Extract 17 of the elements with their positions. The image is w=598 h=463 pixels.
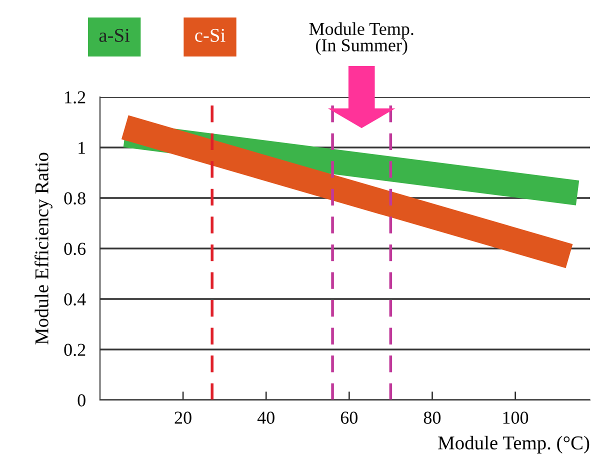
- y-tick-label: 1: [78, 142, 86, 154]
- text: a-Si: [99, 28, 130, 42]
- y-tick-label: 0.2: [64, 344, 86, 356]
- text: c-Si: [195, 28, 226, 42]
- x-tick-label: 80: [424, 412, 441, 424]
- x-axis-title: Module Temp. (°C): [438, 436, 590, 454]
- x-tick-label: 40: [257, 412, 274, 424]
- text: Module Temp. (In Summer): [309, 22, 414, 56]
- x-tick-label: 20: [174, 412, 192, 424]
- y-tick-label: 0.6: [64, 242, 86, 256]
- x-tick-label: 60: [340, 412, 358, 424]
- y-tick-label: 0.4: [64, 293, 86, 306]
- y-axis-title: Module Efficiency Ratio: [34, 152, 52, 344]
- y-tick-label: 0: [78, 394, 86, 406]
- x-tick-label: 100: [503, 412, 528, 424]
- y-tick-label: 1.2: [65, 91, 86, 104]
- y-tick-label: 0.8: [64, 192, 86, 205]
